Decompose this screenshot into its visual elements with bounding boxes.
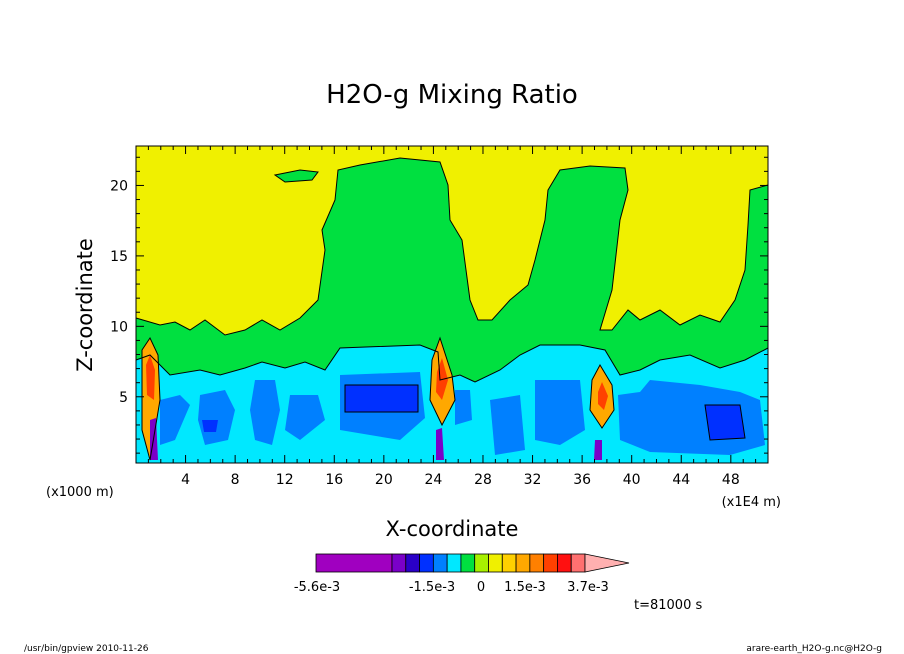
footer-right: arare-earth_H2O-g.nc@H2O-g	[746, 644, 882, 654]
colorbar-label: -5.6e-3	[294, 580, 340, 595]
y-axis-ticks: 5 10 15 20	[110, 156, 768, 454]
colorbar-segment	[543, 553, 558, 573]
colorbar-label: -1.5e-3	[409, 580, 455, 595]
contour-fill-blue	[160, 372, 765, 455]
colorbar-segment	[391, 553, 407, 573]
colorbar-segment	[432, 553, 448, 573]
colorbar-segment	[557, 553, 572, 573]
x-tick-label: 12	[276, 472, 294, 488]
x-axis-label: X-coordinate	[386, 517, 519, 541]
colorbar-segment	[570, 553, 586, 573]
colorbar-segment	[501, 553, 517, 573]
y-tick-label: 10	[110, 319, 128, 335]
colorbar-segment	[446, 553, 462, 573]
x-tick-label: 16	[325, 472, 343, 488]
x-tick-label: 4	[181, 472, 190, 488]
contour-fill-red-38	[598, 382, 608, 410]
x-tick-label: 36	[573, 472, 591, 488]
x-axis-ticks: 4 8 12 16 20 24 28 32 36 40 44 48	[147, 146, 757, 488]
colorbar-extension-arrow	[584, 553, 630, 573]
x-tick-label: 48	[722, 472, 740, 488]
colorbar-label: 3.7e-3	[567, 580, 609, 595]
time-label: t=81000 s	[634, 598, 702, 613]
colorbar-segment	[315, 553, 393, 573]
colorbar-segment	[474, 553, 489, 573]
x-scale-label-right: (x1E4 m)	[722, 495, 781, 510]
contour-lines	[135, 157, 769, 461]
x-tick-label: 8	[231, 472, 240, 488]
colorbar-segment	[529, 553, 545, 573]
contour-fill-red-left	[146, 355, 155, 400]
colorbar-segment	[515, 553, 531, 573]
x-tick-label: 40	[623, 472, 641, 488]
colorbar-labels: -5.6e-3 -1.5e-3 0 1.5e-3 3.7e-3	[294, 580, 609, 595]
x-tick-label: 24	[424, 472, 442, 488]
y-tick-label: 15	[110, 249, 128, 265]
colorbar-label: 1.5e-3	[504, 580, 546, 595]
colorbar-segment	[405, 553, 420, 573]
x-tick-label: 32	[524, 472, 542, 488]
colorbar-segment	[419, 553, 434, 573]
x-tick-label: 44	[672, 472, 690, 488]
y-axis-label: Z-coordinate	[73, 238, 97, 372]
footer-left: /usr/bin/gpview 2010-11-26	[24, 644, 149, 654]
x-tick-label: 28	[474, 472, 492, 488]
colorbar-label: 0	[477, 580, 485, 595]
y-tick-label: 5	[119, 390, 128, 406]
chart-title: H2O-g Mixing Ratio	[326, 80, 578, 110]
plot-frame	[135, 145, 769, 464]
x-scale-label-left: (x1000 m)	[46, 485, 114, 500]
colorbar-segment	[488, 553, 503, 573]
x-tick-label: 20	[375, 472, 393, 488]
colorbar-segment	[460, 553, 476, 573]
colorbar	[315, 553, 630, 573]
y-tick-label: 20	[110, 178, 128, 194]
